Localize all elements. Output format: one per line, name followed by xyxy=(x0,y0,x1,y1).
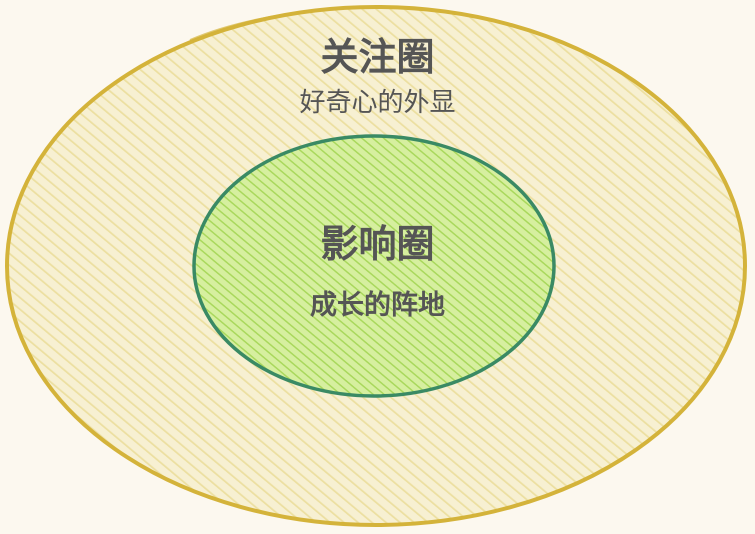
circle-of-concern-title: 关注圈 xyxy=(320,35,435,79)
inner-sketch-stroke xyxy=(549,249,555,291)
circle-of-influence-subtitle: 成长的阵地 xyxy=(310,290,445,321)
circle-of-influence-title: 影响圈 xyxy=(320,222,435,266)
outer-sketch-stroke xyxy=(189,6,377,41)
inner-ellipse-fill xyxy=(194,136,554,396)
inner-circle-of-influence xyxy=(192,134,556,398)
circle-of-concern-subtitle: 好奇心的外显 xyxy=(299,88,456,118)
